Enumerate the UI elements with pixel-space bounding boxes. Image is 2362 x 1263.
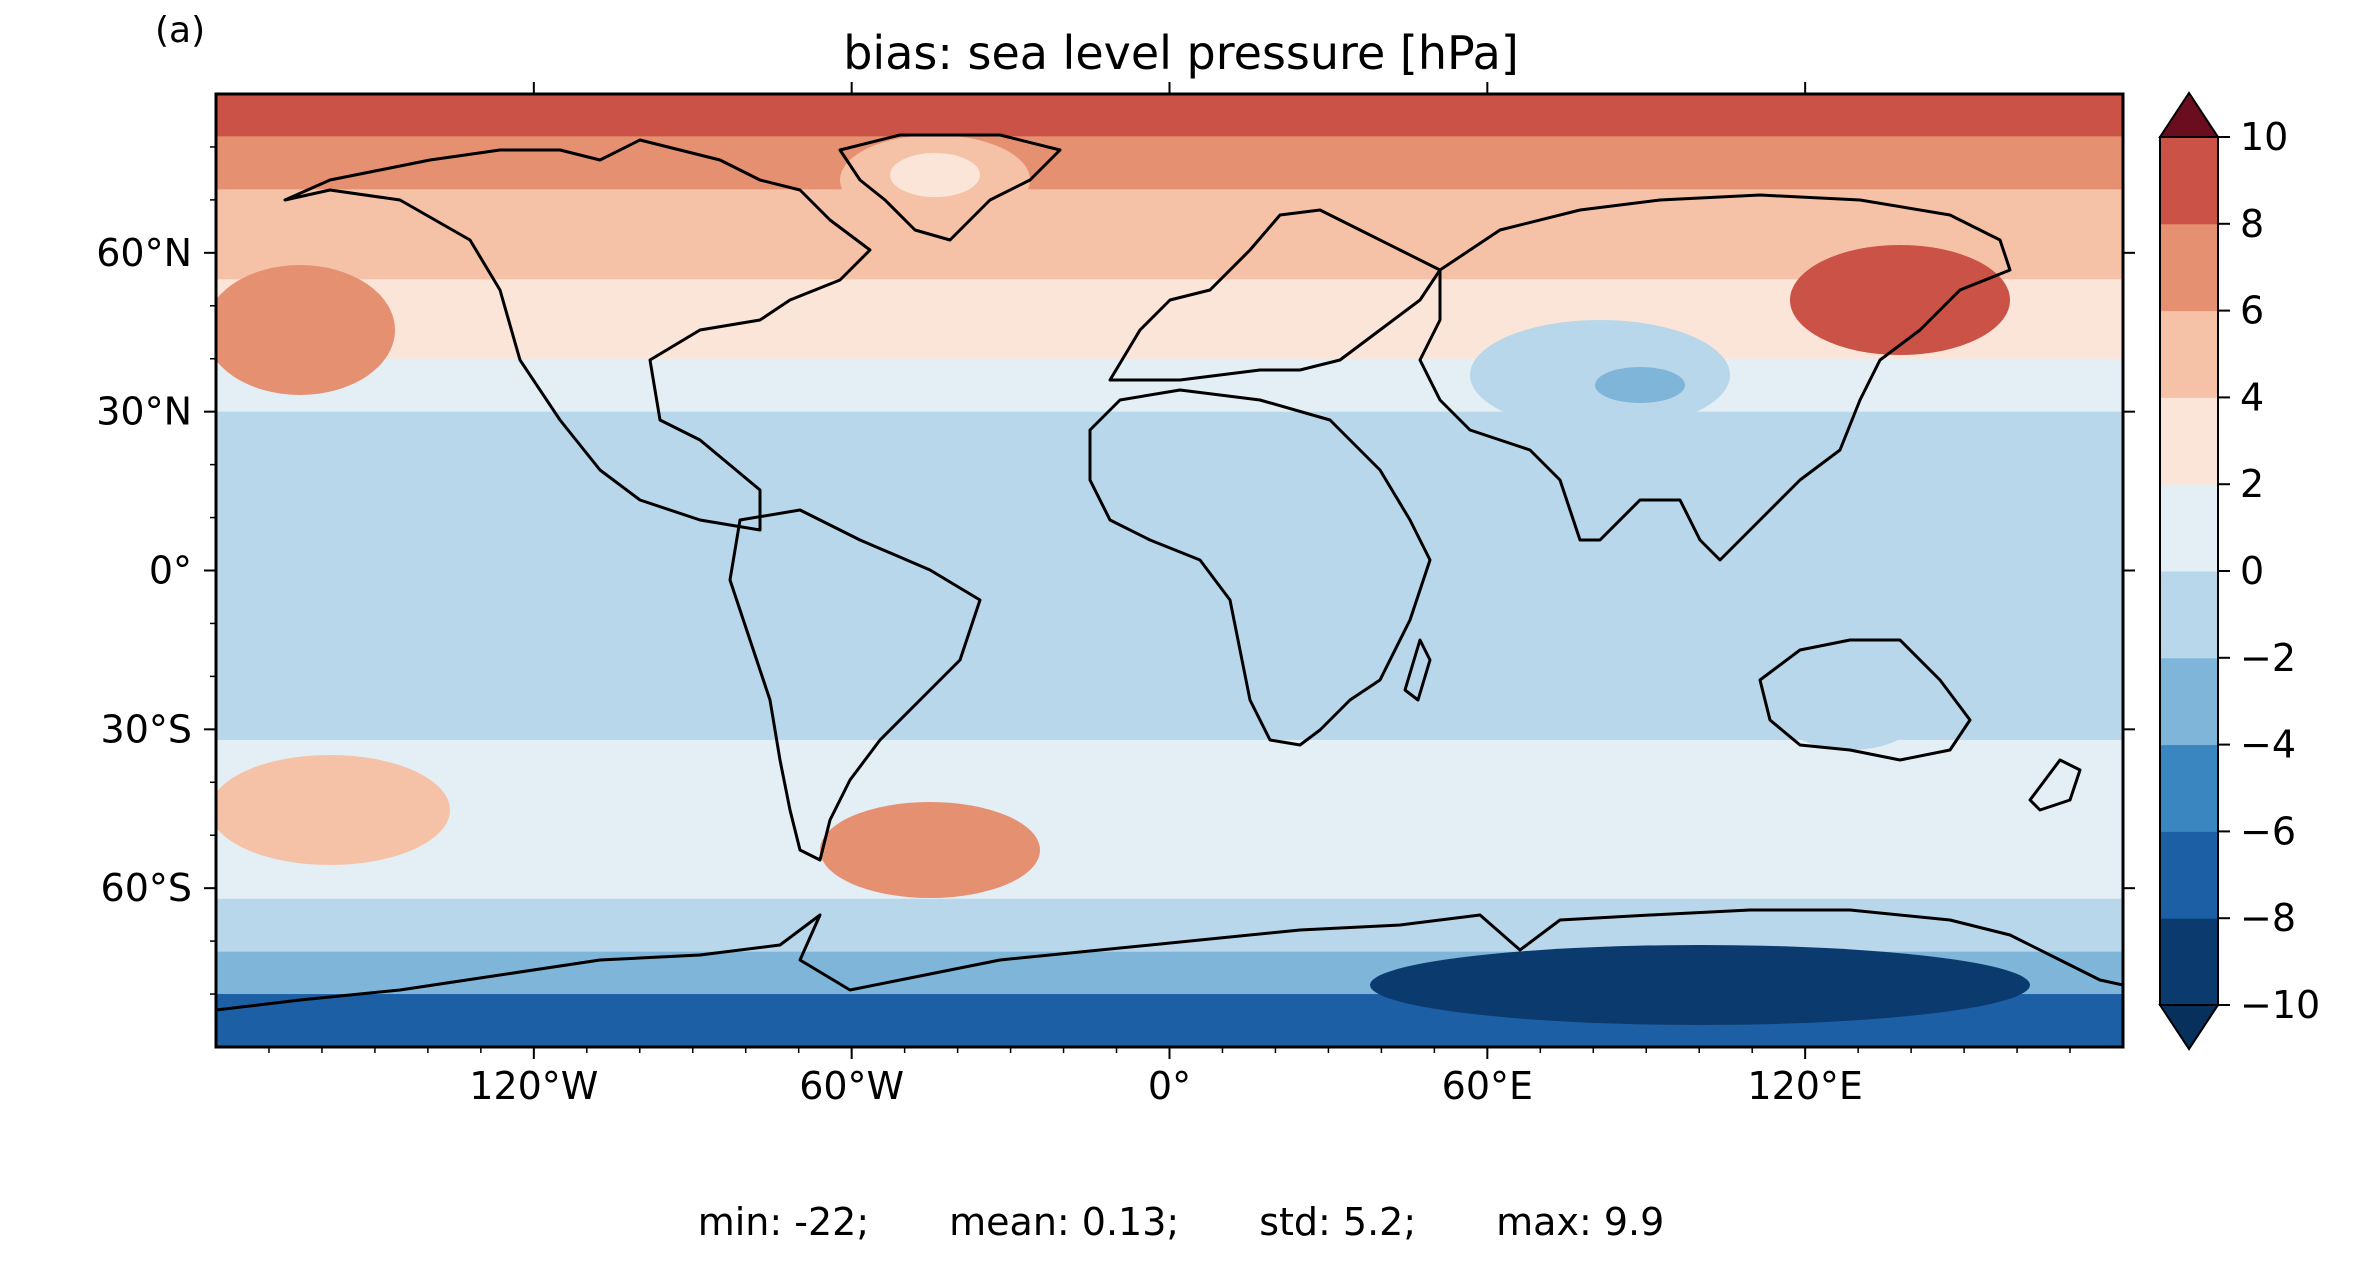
tibet-low-anomaly bbox=[1470, 320, 1730, 430]
colorbar-tick-label: −6 bbox=[2240, 809, 2296, 853]
lat-tick-label: 60°S bbox=[101, 866, 192, 910]
africa-low-anomaly bbox=[1200, 540, 1380, 680]
field-band-1 bbox=[216, 136, 2123, 190]
field-band-2 bbox=[216, 189, 2123, 280]
colorbar-segment bbox=[2160, 484, 2218, 572]
colorbar-extend-min bbox=[2158, 1004, 2220, 1051]
lat-tick-label: 60°N bbox=[96, 231, 192, 275]
asia-coastline bbox=[1418, 193, 2012, 562]
stat-max: max: 9.9 bbox=[1496, 1200, 1665, 1244]
plot-title: bias: sea level pressure [hPa] bbox=[843, 26, 1519, 80]
south-pacific-high-anomaly bbox=[216, 755, 450, 865]
statistics-summary: min: -22; mean: 0.13; std: 5.2; max: 9.9 bbox=[0, 1200, 2362, 1244]
colorbar-extend-max bbox=[2158, 91, 2220, 138]
colorbar-segment bbox=[2160, 571, 2218, 659]
stat-mean: mean: 0.13; bbox=[949, 1200, 1180, 1244]
map-axes: 120°W 60°W 0° 60°E 120°E 60°N 30°N 0° 30°S 60°S bbox=[96, 82, 2135, 1108]
field-band-0 bbox=[216, 94, 2123, 137]
panel-label: (a) bbox=[155, 10, 206, 51]
field-band-8 bbox=[216, 739, 2123, 847]
field-band-9 bbox=[216, 845, 2123, 900]
colorbar-tick-label: −4 bbox=[2240, 723, 2296, 767]
colorbar-tick-label: −2 bbox=[2240, 636, 2296, 680]
colorbar-segment bbox=[2160, 744, 2218, 832]
south-atlantic-high-anomaly bbox=[820, 802, 1040, 898]
south-america-coastline bbox=[728, 508, 982, 862]
australia-low-anomaly bbox=[1770, 650, 1930, 750]
europe-coastline bbox=[1108, 208, 1442, 382]
tropical-indian-low-anomaly bbox=[1480, 565, 1960, 675]
north-pacific-high-anomaly bbox=[216, 265, 395, 395]
lat-tick-label: 30°S bbox=[101, 707, 192, 751]
tibet-core-anomaly bbox=[1595, 367, 1685, 403]
field-band-5 bbox=[216, 411, 2123, 492]
colorbar-segment bbox=[2160, 137, 2218, 225]
lon-tick-label: 120°W bbox=[469, 1064, 598, 1108]
africa-coastline bbox=[1088, 388, 1432, 747]
antarctica-coastline bbox=[216, 908, 2123, 1012]
lon-tick-label: 120°E bbox=[1747, 1064, 1863, 1108]
australia-coastline bbox=[1758, 638, 1972, 762]
stat-std: std: 5.2; bbox=[1259, 1200, 1417, 1244]
madagascar-coastline bbox=[1403, 638, 1432, 702]
lon-tick-label: 60°E bbox=[1442, 1064, 1533, 1108]
colorbar-tick-label: 8 bbox=[2240, 202, 2264, 246]
kamchatka-high-anomaly bbox=[1790, 245, 2010, 355]
north-america-coastline bbox=[283, 138, 872, 532]
colorbar-segment bbox=[2160, 831, 2218, 919]
antarctic-low-anomaly bbox=[1370, 945, 2030, 1025]
coastlines bbox=[216, 133, 2123, 1012]
greenland-coastline bbox=[838, 133, 1062, 242]
colorbar-segment bbox=[2160, 918, 2218, 1006]
colorbar-tick-label: 4 bbox=[2240, 375, 2264, 419]
regional-anomalies bbox=[216, 135, 2030, 1025]
colorbar-tick-label: 6 bbox=[2240, 289, 2264, 333]
colorbar-tick-label: 10 bbox=[2240, 115, 2288, 159]
lat-tick-label: 30°N bbox=[96, 390, 192, 434]
stat-min: min: -22; bbox=[697, 1200, 870, 1244]
new-zealand-coastline bbox=[2028, 758, 2082, 812]
lon-tick-label: 0° bbox=[1148, 1064, 1191, 1108]
colorbar-segment bbox=[2160, 657, 2218, 746]
colorbar-segment bbox=[2160, 397, 2218, 485]
colorbar-tick-label: 2 bbox=[2240, 462, 2264, 506]
amazon-low-anomaly bbox=[760, 550, 940, 690]
field-band-4 bbox=[216, 358, 2123, 413]
colorbar-tick-label: −8 bbox=[2240, 896, 2296, 940]
colorbar: 10 8 6 4 2 0 −2 −4 −6 −8 −10 bbox=[2158, 91, 2320, 1051]
colorbar-tick-label: −10 bbox=[2240, 983, 2320, 1027]
lat-tick-label: 0° bbox=[149, 549, 192, 593]
colorbar-segment bbox=[2160, 223, 2218, 312]
colorbar-segment bbox=[2160, 310, 2218, 398]
lon-tick-label: 60°W bbox=[799, 1064, 904, 1108]
colorbar-tick-label: 0 bbox=[2240, 549, 2264, 593]
greenland-core-anomaly bbox=[890, 153, 980, 197]
